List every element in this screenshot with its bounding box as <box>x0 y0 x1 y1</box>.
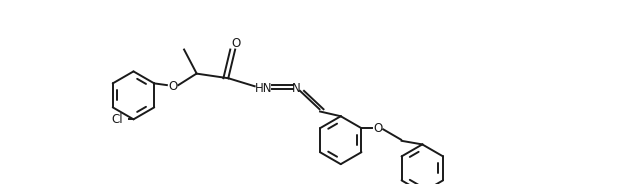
Text: Cl: Cl <box>112 113 123 126</box>
Text: O: O <box>168 80 177 93</box>
Text: O: O <box>373 122 382 135</box>
Text: N: N <box>292 82 300 95</box>
Text: O: O <box>231 37 241 50</box>
Text: HN: HN <box>255 82 273 95</box>
